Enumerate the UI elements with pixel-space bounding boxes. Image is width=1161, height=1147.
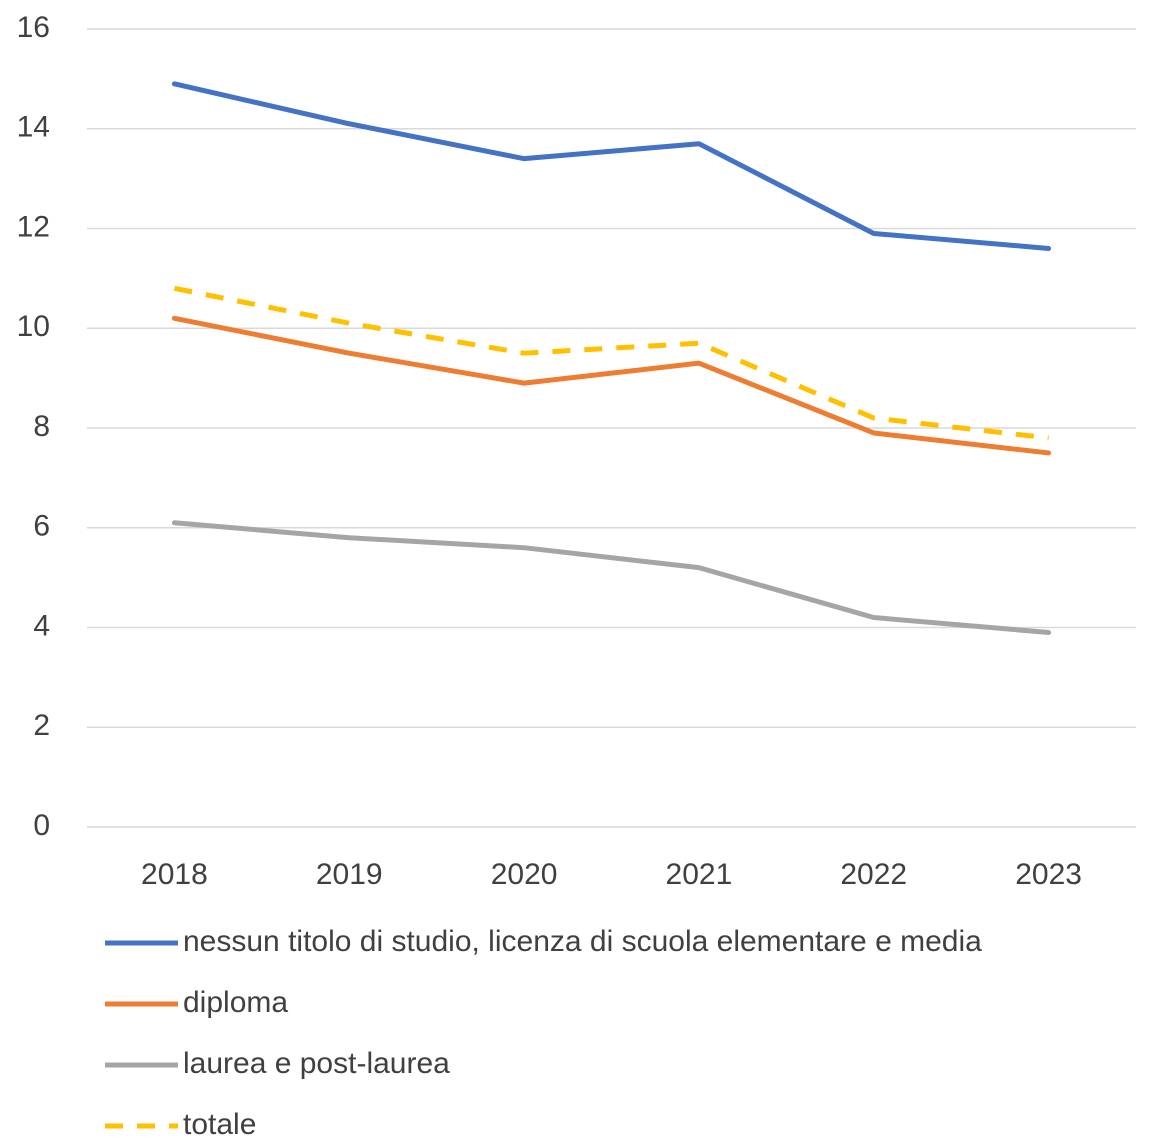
y-tick-label: 0 [33, 809, 50, 842]
series-line [171, 81, 1052, 251]
legend-label: nessun titolo di studio, licenza di scuo… [183, 925, 982, 958]
legend-label: laurea e post-laurea [183, 1047, 450, 1080]
y-tick-label: 6 [33, 510, 50, 543]
x-tick-label: 2020 [491, 858, 558, 891]
series-line [171, 520, 1052, 635]
x-tick-label: 2019 [316, 858, 383, 891]
series-line [173, 285, 1049, 441]
legend-label: diploma [183, 986, 288, 1019]
y-tick-label: 14 [17, 111, 50, 144]
x-tick-label: 2022 [840, 858, 907, 891]
y-tick-label: 16 [17, 11, 50, 44]
x-tick-label: 2021 [666, 858, 733, 891]
y-tick-label: 4 [33, 609, 50, 642]
x-tick-label: 2018 [141, 858, 208, 891]
y-tick-label: 12 [17, 210, 50, 243]
series-line [171, 315, 1052, 456]
x-tick-label: 2023 [1015, 858, 1082, 891]
y-tick-label: 8 [33, 410, 50, 443]
y-tick-label: 10 [17, 310, 50, 343]
y-tick-label: 2 [33, 709, 50, 742]
legend-label: totale [183, 1108, 256, 1141]
